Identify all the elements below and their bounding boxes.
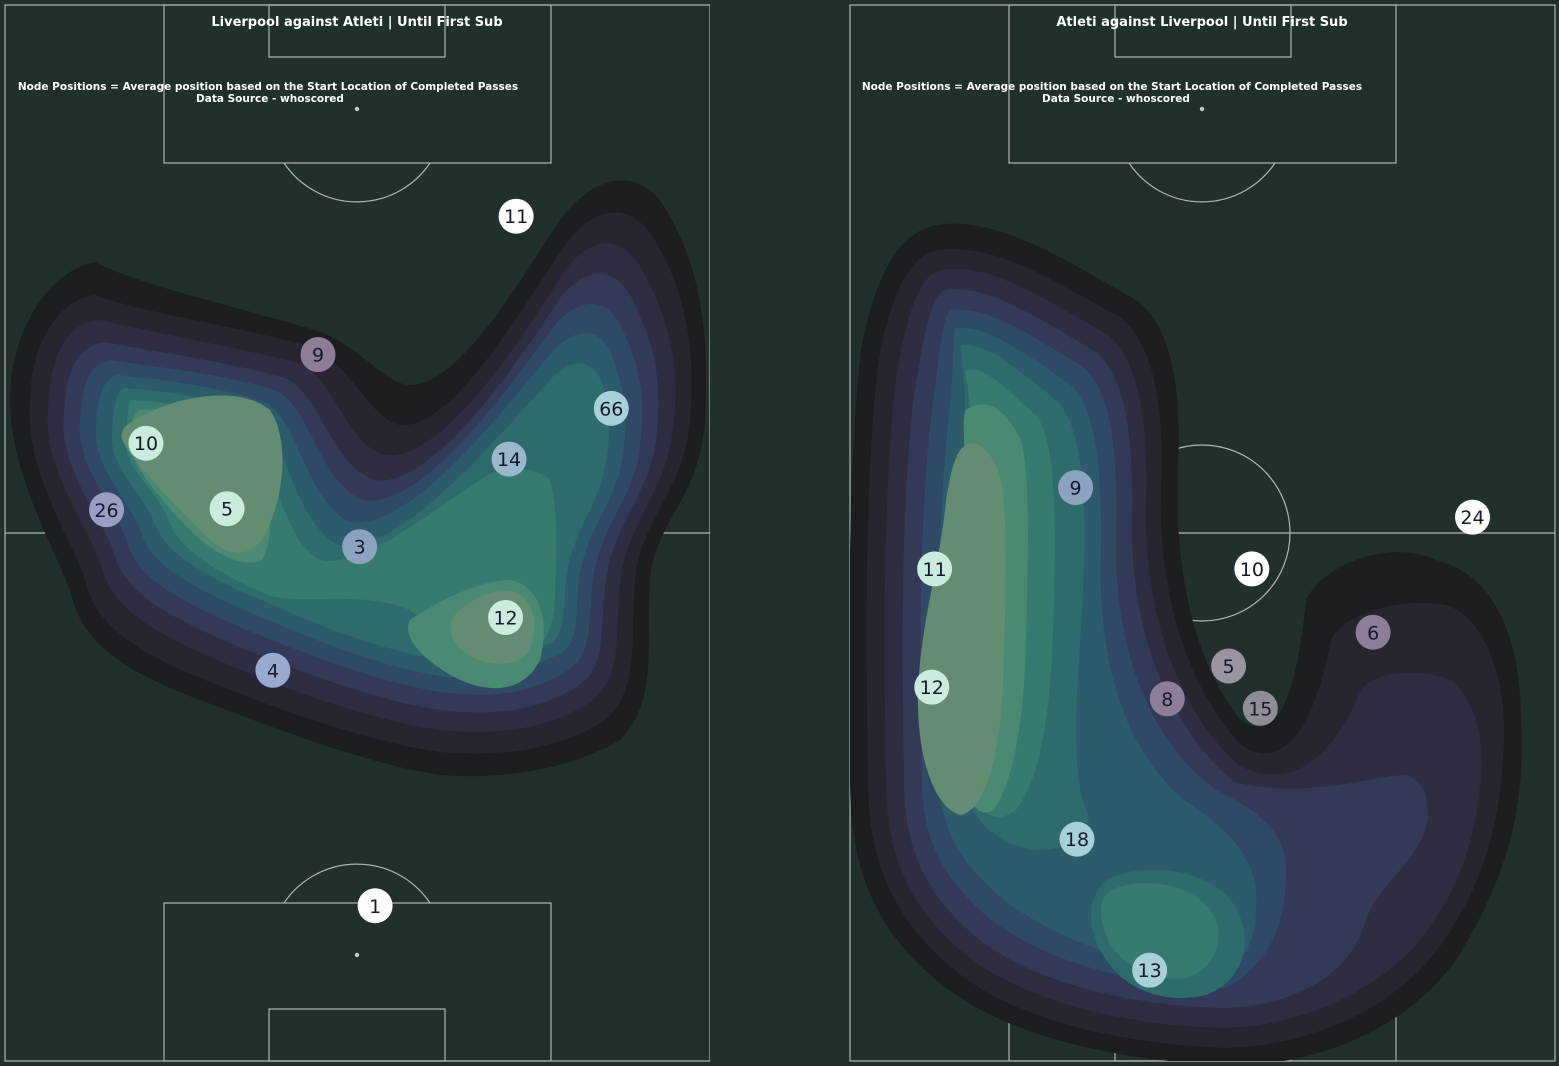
data-source: Data Source - whoscored: [1042, 93, 1190, 105]
player-node-label: 11: [504, 206, 528, 228]
player-node-circle: [255, 652, 291, 688]
top-six-yard-box: [1114, 4, 1292, 58]
player-node-1: 1: [357, 888, 393, 924]
chart-subtitle: Node Positions = Average position based …: [862, 81, 1362, 93]
atleti-panel: Atleti against Liverpool | Until First S…: [846, 0, 1559, 1066]
player-node-label: 5: [221, 499, 233, 521]
player-node-circle: [1455, 499, 1491, 535]
player-node-circle: [89, 492, 125, 528]
player-node-circle: [488, 599, 524, 635]
player-node-8: 8: [1149, 681, 1185, 717]
player-node-10: 10: [1234, 551, 1270, 587]
chart-title: Liverpool against Atleti | Until First S…: [211, 15, 502, 30]
bottom-six-yard-box: [268, 1008, 446, 1062]
player-node-label: 66: [599, 398, 623, 420]
player-node-66: 66: [593, 390, 629, 426]
pass-density-contours: [850, 223, 1522, 1061]
player-node-label: 5: [1223, 656, 1235, 678]
player-node-label: 8: [1161, 689, 1173, 711]
player-node-5: 5: [209, 491, 245, 527]
bottom-penalty-box: [163, 902, 552, 1062]
player-node-12: 12: [914, 669, 950, 705]
player-nodes: 11 9 66 10 14 26 5 3 12 4 1: [89, 198, 629, 924]
player-node-label: 18: [1065, 829, 1089, 851]
player-node-9: 9: [1058, 470, 1094, 506]
player-node-6: 6: [1355, 614, 1391, 650]
player-node-14: 14: [491, 441, 527, 477]
player-node-circle: [357, 888, 393, 924]
player-node-label: 10: [1240, 559, 1264, 581]
player-node-26: 26: [89, 492, 125, 528]
player-node-label: 9: [1070, 478, 1082, 500]
top-penalty-arc: [283, 162, 431, 203]
liverpool-pass-map: Liverpool against Atleti | Until First S…: [4, 4, 710, 1062]
player-node-label: 1: [369, 896, 381, 918]
player-node-label: 26: [94, 500, 118, 522]
player-node-circle: [1132, 952, 1168, 988]
player-node-circle: [914, 669, 950, 705]
player-node-10: 10: [128, 425, 164, 461]
player-node-label: 4: [267, 660, 279, 682]
player-node-circle: [1234, 551, 1270, 587]
atleti-pass-map: Atleti against Liverpool | Until First S…: [849, 4, 1556, 1062]
top-penalty-arc: [1128, 162, 1276, 203]
player-node-label: 12: [920, 677, 944, 699]
player-node-circle: [498, 198, 534, 234]
player-node-9: 9: [300, 337, 336, 373]
top-penalty-spot: [354, 106, 360, 112]
data-source: Data Source - whoscored: [196, 93, 344, 105]
player-node-13: 13: [1132, 952, 1168, 988]
player-node-circle: [917, 551, 953, 587]
player-node-circle: [491, 441, 527, 477]
player-node-circle: [1149, 681, 1185, 717]
top-six-yard-box: [268, 4, 446, 58]
player-node-3: 3: [342, 529, 378, 565]
player-node-15: 15: [1242, 690, 1278, 726]
player-node-label: 9: [312, 345, 324, 367]
player-node-label: 3: [354, 537, 366, 559]
player-node-label: 24: [1460, 507, 1484, 529]
player-node-label: 14: [497, 449, 521, 471]
player-node-circle: [593, 390, 629, 426]
chart-subtitle: Node Positions = Average position based …: [18, 81, 518, 93]
player-node-11: 11: [917, 551, 953, 587]
player-node-circle: [1242, 690, 1278, 726]
player-nodes: 24 9 11 10 6 5 12 8 15 18 13: [914, 470, 1491, 988]
player-node-circle: [209, 491, 245, 527]
player-node-label: 10: [134, 433, 158, 455]
player-node-18: 18: [1059, 821, 1095, 857]
player-node-label: 15: [1248, 698, 1272, 720]
player-node-label: 11: [923, 559, 947, 581]
player-node-24: 24: [1455, 499, 1491, 535]
player-node-circle: [1211, 648, 1247, 684]
player-node-5: 5: [1211, 648, 1247, 684]
player-node-label: 13: [1138, 960, 1162, 982]
top-penalty-spot: [1199, 106, 1205, 112]
bottom-penalty-spot: [354, 952, 360, 958]
chart-title: Atleti against Liverpool | Until First S…: [1056, 15, 1347, 30]
player-node-4: 4: [255, 652, 291, 688]
player-node-circle: [128, 425, 164, 461]
player-node-circle: [342, 529, 378, 565]
player-node-label: 12: [493, 607, 517, 629]
bottom-penalty-arc: [283, 863, 431, 904]
player-node-circle: [1059, 821, 1095, 857]
player-node-11: 11: [498, 198, 534, 234]
player-node-circle: [1355, 614, 1391, 650]
liverpool-panel: Liverpool against Atleti | Until First S…: [0, 0, 710, 1066]
pass-density-contours: [10, 180, 707, 777]
player-node-circle: [300, 337, 336, 373]
player-node-circle: [1058, 470, 1094, 506]
player-node-label: 6: [1367, 622, 1379, 644]
player-node-12: 12: [488, 599, 524, 635]
